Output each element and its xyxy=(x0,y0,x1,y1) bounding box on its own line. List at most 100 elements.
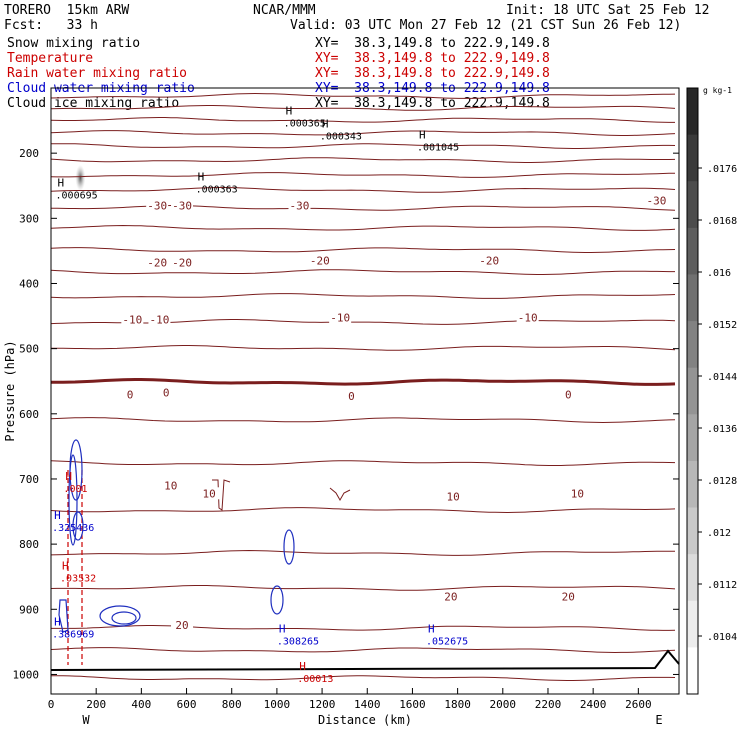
max-marker: H xyxy=(286,105,293,118)
colorbar-segment xyxy=(687,647,698,695)
field-name-snow: Snow mixing ratio xyxy=(7,36,141,51)
max-marker: H xyxy=(279,623,286,636)
colorbar-frame xyxy=(686,87,699,695)
x-tick-label: 200 xyxy=(86,698,106,711)
isotherm-label-bg xyxy=(159,479,182,492)
isotherm-label-bg xyxy=(557,590,580,603)
west-endpoint-label: W xyxy=(82,713,90,727)
y-tick-label: 500 xyxy=(19,343,39,356)
y-tick-label: 300 xyxy=(19,212,39,225)
isotherm-line xyxy=(50,157,676,163)
colorbar-segment xyxy=(687,321,698,369)
isotherm-label-bg xyxy=(557,388,580,401)
isotherm-label: -20 xyxy=(310,255,330,268)
isotherm-line xyxy=(51,625,676,631)
max-value-label: .000343 xyxy=(320,132,362,143)
isotherm-label: -10 xyxy=(518,311,538,324)
isotherm-label: -20 xyxy=(147,257,167,270)
isotherm-line xyxy=(50,143,676,149)
isotherm-line xyxy=(50,247,676,253)
max-marker: H xyxy=(419,129,426,142)
cloud-water-contour xyxy=(58,599,69,633)
isotherm-label: 0 xyxy=(163,386,170,399)
isotherm-label-bg xyxy=(148,313,171,326)
max-marker: H xyxy=(299,660,306,673)
cloud-water-contour xyxy=(283,529,295,565)
colorbar-segment xyxy=(687,460,698,509)
isotherm-label: 10 xyxy=(164,479,177,492)
x-tick-label: 2400 xyxy=(580,698,607,711)
isotherm-line xyxy=(50,130,676,136)
isotherm-label-bg xyxy=(645,194,668,207)
x-tick-label: 2600 xyxy=(625,698,652,711)
y-tick-label: 200 xyxy=(19,147,39,160)
max-value-label: .325436 xyxy=(52,523,94,534)
max-marker: H xyxy=(322,118,329,131)
isotherm-label-bg xyxy=(308,254,331,267)
isotherm-label-bg xyxy=(171,618,194,631)
isotherm-line xyxy=(50,224,676,231)
field-xy-rain: XY= 38.3,149.8 to 222.9,149.8 xyxy=(315,66,550,81)
x-tick-label: 1000 xyxy=(264,698,291,711)
isotherm-label: -10 xyxy=(122,313,142,326)
colorbar-unit: g kg-1 xyxy=(703,86,732,95)
max-marker: H xyxy=(62,559,69,572)
max-value-label: .001 xyxy=(63,484,87,495)
isotherm-line xyxy=(50,460,676,466)
isotherm-line xyxy=(50,585,676,591)
isotherm-label-bg xyxy=(439,590,462,603)
x-axis-title: Distance (km) xyxy=(318,713,412,727)
isotherm-line xyxy=(50,549,675,556)
colorbar-label: .0136 xyxy=(707,424,737,435)
cloud-water-contour xyxy=(270,585,284,615)
max-value-label: .308265 xyxy=(277,637,319,648)
max-value-label: .052675 xyxy=(426,637,468,648)
isotherm-label-bg xyxy=(288,199,311,212)
isotherm-line xyxy=(50,647,676,654)
max-value-label: .03532 xyxy=(60,573,96,584)
x-tick-label: 400 xyxy=(131,698,151,711)
isotherm-line xyxy=(50,319,676,325)
y-tick-label: 800 xyxy=(19,538,39,551)
isotherm-label: 10 xyxy=(571,487,584,500)
x-tick-label: 0 xyxy=(48,698,55,711)
isotherm-label: 10 xyxy=(203,487,216,500)
y-axis-title: Pressure (hPa) xyxy=(3,340,17,441)
colorbar-label: .0144 xyxy=(707,372,737,383)
field-xy-temperature: XY= 38.3,149.8 to 222.9,149.8 xyxy=(315,51,550,66)
x-tick-label: 1400 xyxy=(354,698,381,711)
x-tick-label: 2200 xyxy=(535,698,562,711)
colorbar-label: .012 xyxy=(707,528,731,539)
isotherm-line xyxy=(50,117,675,123)
isotherm-label: -30 xyxy=(147,199,167,212)
isotherm-label: 20 xyxy=(562,590,575,603)
max-value-label: .000695 xyxy=(56,190,98,201)
isotherm-label: 0 xyxy=(127,388,134,401)
x-tick-label: 1200 xyxy=(309,698,336,711)
field-name-rain: Rain water mixing ratio xyxy=(7,66,188,81)
cloud-water-contour xyxy=(111,611,137,625)
isotherm-dip xyxy=(329,487,351,502)
isotherm-label-bg xyxy=(119,388,142,401)
max-marker: H xyxy=(65,470,72,483)
colorbar-segment xyxy=(687,367,698,415)
isotherm-label: 10 xyxy=(446,491,459,504)
colorbar-segment xyxy=(687,227,698,275)
y-tick-label: 700 xyxy=(19,473,39,486)
isotherm-label: 20 xyxy=(444,590,457,603)
max-value-label: .00013 xyxy=(297,674,333,685)
max-marker: H xyxy=(198,170,205,183)
colorbar-segment xyxy=(687,414,698,462)
isotherm-label: -10 xyxy=(330,311,350,324)
isotherm-label-bg xyxy=(121,313,144,326)
max-marker: H xyxy=(428,623,435,636)
colorbar-label: .0152 xyxy=(707,320,737,331)
isotherm-label-bg xyxy=(171,199,194,212)
max-value-label: .000363 xyxy=(196,184,238,195)
isotherm-label-bg xyxy=(146,256,169,269)
isotherm-line xyxy=(50,172,676,178)
isotherm-label: -20 xyxy=(172,257,192,270)
valid-time: Valid: 03 UTC Mon 27 Feb 12 (21 CST Sun … xyxy=(290,18,682,33)
isotherm-label-bg xyxy=(340,390,363,403)
